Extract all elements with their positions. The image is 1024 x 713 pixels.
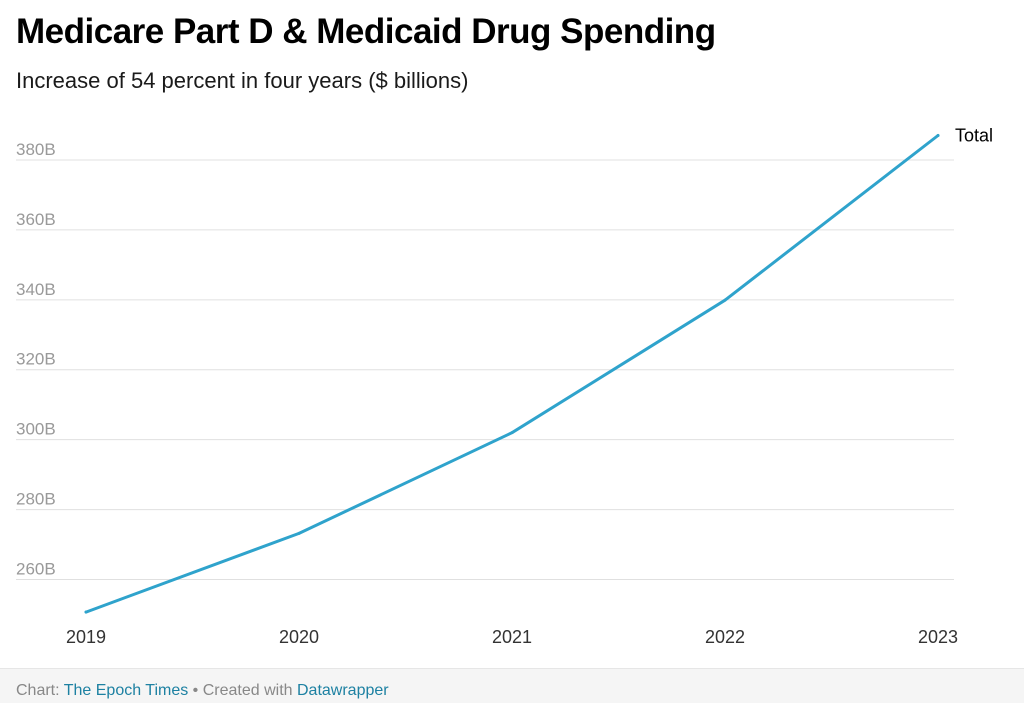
series-line-total bbox=[84, 134, 940, 614]
data-point bbox=[936, 133, 940, 137]
gridlines bbox=[16, 159, 954, 581]
y-tick-label: 320B bbox=[16, 350, 56, 369]
x-tick-label: 2022 bbox=[705, 627, 745, 647]
footer-separator: • Created with bbox=[188, 682, 297, 699]
data-point bbox=[84, 610, 88, 614]
y-tick-label: 300B bbox=[16, 420, 56, 439]
y-tick-label: 280B bbox=[16, 490, 56, 509]
chart-footer: Chart: The Epoch Times • Created with Da… bbox=[0, 668, 1024, 703]
series-label: Total bbox=[955, 125, 993, 145]
y-tick-label: 340B bbox=[16, 280, 56, 299]
x-tick-label: 2019 bbox=[66, 627, 106, 647]
series-layer: Total bbox=[84, 125, 993, 614]
line-chart: 260B 280B 300B 320B 340B 360B 380B 2019 2020 202… bbox=[16, 125, 993, 647]
data-point bbox=[510, 431, 514, 435]
y-axis-ticks: 260B 280B 300B 320B 340B 360B 380B bbox=[16, 140, 56, 579]
y-tick-label: 260B bbox=[16, 560, 56, 579]
x-tick-label: 2020 bbox=[279, 627, 319, 647]
footer-source-link[interactable]: The Epoch Times bbox=[63, 682, 189, 699]
y-tick-label: 380B bbox=[16, 140, 56, 159]
data-point bbox=[297, 531, 301, 535]
data-point bbox=[723, 298, 727, 302]
chart-title: Medicare Part D & Medicaid Drug Spending bbox=[16, 12, 716, 51]
x-tick-label: 2023 bbox=[918, 627, 958, 647]
chart-subtitle: Increase of 54 percent in four years ($ … bbox=[16, 68, 469, 93]
footer-tool-link[interactable]: Datawrapper bbox=[297, 682, 389, 699]
x-tick-label: 2021 bbox=[492, 627, 532, 647]
footer-chart-prefix: Chart: bbox=[16, 682, 64, 699]
x-axis-ticks: 2019 2020 2021 2022 2023 bbox=[66, 627, 958, 647]
y-tick-label: 360B bbox=[16, 210, 56, 229]
